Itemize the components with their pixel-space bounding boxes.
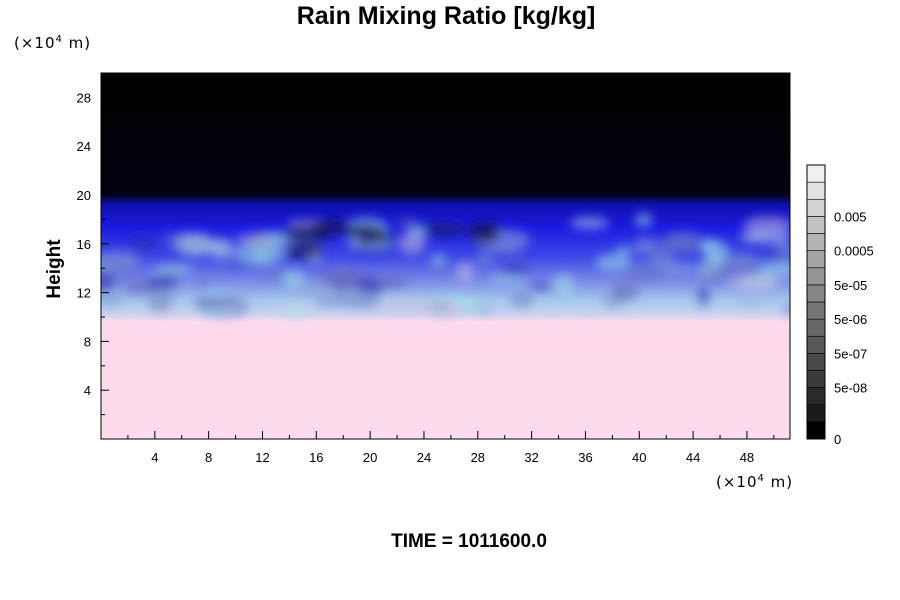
y-axis: 4 8 12 16 20 24 28 [77,90,109,416]
colorbar-label: 0 [834,432,841,447]
y-tick-label: 28 [77,90,91,105]
colorbar-swatch [806,233,826,251]
colorbar-swatch [806,335,826,354]
plot-frame [100,72,791,440]
x-tick-label: 28 [471,450,485,465]
y-tick-label: 12 [77,286,91,301]
colorbar: 0.005 0.0005 5e-05 5e-06 5e-07 5e-08 0 [806,164,874,447]
y-tick-label: 20 [77,188,91,203]
x-tick-label: 16 [309,450,323,465]
colorbar-swatch [806,164,826,183]
colorbar-swatch [806,267,826,286]
colorbar-swatch [806,216,826,234]
y-tick-label: 4 [84,383,91,398]
x-tick-label: 40 [632,450,646,465]
colorbar-swatch [806,181,826,200]
x-tick-label: 24 [417,450,431,465]
y-axis-unit: (×104 m) [14,34,92,52]
colorbar-label: 5e-08 [834,381,867,396]
colorbar-label: 5e-05 [834,278,867,293]
y-tick-label: 16 [77,237,91,252]
x-tick-label: 12 [255,450,269,465]
x-tick-label: 32 [524,450,538,465]
chart-title: Rain Mixing Ratio [kg/kg] [296,2,596,30]
y-tick-label: 8 [84,334,91,349]
colorbar-label: 5e-07 [834,346,867,361]
colorbar-swatch [806,318,826,337]
x-axis: 4 8 12 16 20 24 28 32 36 40 44 48 [127,431,775,465]
colorbar-label: 0.0005 [834,244,874,259]
y-tick-label: 24 [77,139,91,154]
x-tick-label: 48 [740,450,754,465]
colorbar-swatch [806,421,826,440]
x-tick-label: 8 [205,450,212,465]
x-tick-label: 36 [578,450,592,465]
colorbar-swatch [806,198,826,217]
colorbar-swatch [806,301,826,320]
colorbar-swatch [806,404,826,423]
x-tick-label: 4 [151,450,158,465]
x-axis-unit: (×104 m) [716,473,794,491]
x-tick-label: 44 [686,450,700,465]
x-tick-label: 20 [363,450,377,465]
colorbar-swatch [806,284,826,303]
colorbar-swatch [806,370,826,388]
colorbar-swatch [806,387,826,406]
colorbar-swatch [806,250,826,269]
time-label: TIME = 1011600.0 [391,531,547,552]
colorbar-frame [806,164,826,440]
colorbar-label: 0.005 [834,209,867,224]
colorbar-swatch [806,353,826,371]
colorbar-label: 5e-06 [834,312,867,327]
heatmap-field [101,73,790,439]
